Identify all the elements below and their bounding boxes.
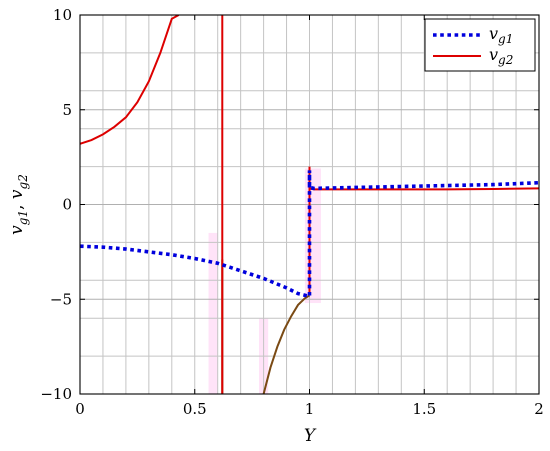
legend-box (424, 18, 536, 72)
series-vg2-segment-0 (80, 15, 180, 145)
y-axis-label-sub1: g1 (16, 210, 30, 225)
y-axis-label-v1: v (7, 225, 27, 235)
legend-label-vg2: vg2 (489, 45, 513, 67)
legend-label-vg2-sub: g2 (498, 53, 513, 67)
extra-curve-1 (262, 294, 311, 394)
curves-layer (80, 15, 539, 394)
legend-label-vg1: vg1 (489, 24, 513, 46)
y-axis-label-sub2: g2 (16, 174, 30, 189)
y-axis-label-v2: v (7, 189, 27, 199)
y-tick-label: −10 (40, 385, 72, 403)
x-tick-label: 2 (534, 400, 544, 418)
x-tick-label: 1.5 (412, 400, 436, 418)
shaded-band-0 (208, 232, 218, 394)
series-vg1-line (80, 170, 539, 299)
shaded-bands-layer (208, 168, 321, 394)
x-tick-label: 0 (75, 400, 85, 418)
x-tick-label: 1 (305, 400, 315, 418)
series-vg2-segment-2 (308, 166, 539, 296)
legend-label-vg2-main: v (489, 45, 498, 64)
y-tick-label: 5 (62, 101, 72, 119)
legend: vg1 vg2 (424, 18, 536, 72)
plot-frame (79, 14, 540, 395)
y-axis-label: vg1, vg2 (7, 174, 30, 235)
ticks-layer: 0 0.5 1 1.5 2 −10 −5 0 5 10 (40, 6, 543, 418)
y-axis-label-comma: , (7, 199, 27, 210)
legend-label-vg1-main: v (489, 24, 498, 43)
x-tick-label: 0.5 (183, 400, 207, 418)
y-tick-label: 0 (62, 196, 72, 214)
x-axis-label: Y (304, 426, 317, 446)
y-tick-label: 10 (53, 6, 72, 24)
y-tick-label: −5 (50, 290, 72, 308)
legend-label-vg1-sub: g1 (498, 32, 513, 46)
